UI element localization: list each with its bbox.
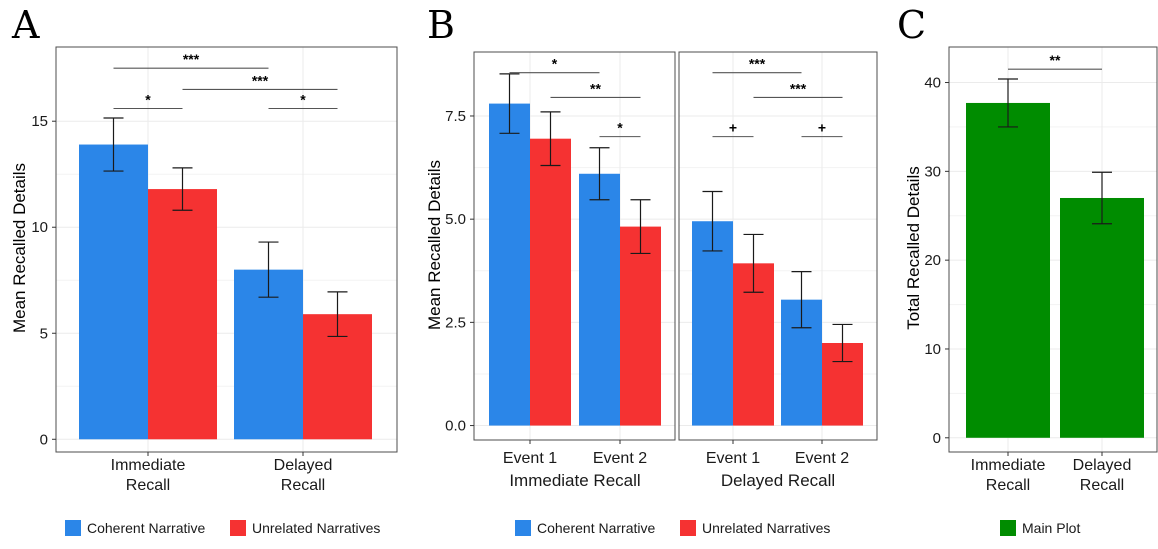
y-tick-label-c: 40	[924, 75, 941, 92]
plot-frame-b2	[678, 51, 878, 441]
x-tick-label-b2: Event 1	[706, 450, 760, 467]
panel-letter-c: C	[897, 3, 926, 47]
x-tick-label-a: Recall	[281, 477, 325, 494]
x-tick-label-b1: Event 2	[593, 450, 647, 467]
legend-label-1-1: Unrelated Narratives	[702, 520, 830, 536]
significance-label-b2-2: +	[729, 120, 737, 136]
significance-label-a-1: ***	[252, 72, 269, 88]
bar-a-s0-c0	[79, 144, 148, 440]
significance-label-b2-3: +	[818, 120, 826, 136]
plot-frame-a	[55, 46, 398, 453]
x-tick-label-c: Delayed	[1073, 457, 1132, 474]
significance-label-a-0: ***	[183, 51, 200, 67]
significance-label-b2-1: ***	[790, 80, 807, 96]
legend-label-1-0: Coherent Narrative	[537, 520, 655, 536]
y-axis-title-b: Mean Recalled Details	[425, 160, 444, 330]
significance-label-b1-2: *	[617, 120, 623, 136]
legend-swatch-0-1	[230, 520, 246, 536]
y-tick-label-c: 0	[933, 430, 941, 447]
significance-label-b2-0: ***	[749, 56, 766, 72]
x-tick-label-a: Recall	[126, 477, 170, 494]
x-tick-label-a: Immediate	[111, 457, 186, 474]
y-tick-label-b1: 0.0	[445, 418, 466, 435]
legend-swatch-0-0	[65, 520, 81, 536]
facet-title-immediate: Immediate Recall	[509, 471, 640, 490]
plot-frame-b1	[473, 51, 676, 441]
legend-label-0-0: Coherent Narrative	[87, 520, 205, 536]
y-tick-label-a: 5	[40, 325, 48, 342]
legend-label-0-1: Unrelated Narratives	[252, 520, 380, 536]
bar-b2-s0-c0	[692, 221, 733, 426]
panel-letter-b: B	[427, 3, 455, 47]
x-tick-label-b2: Event 2	[795, 450, 849, 467]
significance-label-b1-0: *	[552, 56, 558, 72]
bar-b1-s0-c0	[489, 103, 530, 426]
x-tick-label-a: Delayed	[274, 457, 333, 474]
y-tick-label-c: 20	[924, 252, 941, 269]
legend-label-2-0: Main Plot	[1022, 520, 1080, 536]
bar-a-s1-c0	[148, 189, 217, 440]
bar-c-s0-c1	[1060, 197, 1144, 438]
plot-layer: ******* *051015ImmediateRecallDelayedReca…	[31, 46, 1158, 494]
bar-c-s0-c0	[966, 102, 1050, 438]
panel-letter-a: A	[11, 3, 40, 47]
x-tick-label-c: Immediate	[971, 457, 1046, 474]
y-tick-label-c: 10	[924, 341, 941, 358]
legend-swatch-1-1	[680, 520, 696, 536]
bar-a-s0-c1	[234, 269, 303, 440]
bar-b1-s0-c1	[579, 173, 620, 426]
y-tick-label-a: 0	[40, 431, 48, 448]
bar-b1-s1-c0	[530, 138, 571, 426]
x-tick-label-b1: Event 1	[503, 450, 557, 467]
y-tick-label-b1: 7.5	[445, 108, 466, 125]
y-axis-title-c: Total Recalled Details	[904, 166, 923, 329]
x-tick-label-c: Recall	[1080, 477, 1124, 494]
significance-label-a-3: *	[300, 91, 306, 107]
significance-label-c-0: **	[1050, 52, 1061, 68]
y-tick-label-c: 30	[924, 163, 941, 180]
facet-title-delayed: Delayed Recall	[721, 471, 835, 490]
bar-b1-s1-c1	[620, 226, 661, 426]
legend-swatch-2-0	[1000, 520, 1016, 536]
y-tick-label-b1: 2.5	[445, 314, 466, 331]
y-tick-label-b1: 5.0	[445, 211, 466, 228]
significance-label-a-2: *	[145, 91, 151, 107]
legend-layer: Coherent Narrative Unrelated Narratives Co…	[65, 520, 1080, 536]
plot-frame-c	[948, 46, 1158, 453]
legend-swatch-1-0	[515, 520, 531, 536]
y-tick-label-a: 15	[31, 113, 48, 130]
significance-label-b1-1: **	[590, 80, 601, 96]
x-tick-label-c: Recall	[986, 477, 1030, 494]
y-tick-label-a: 10	[31, 219, 48, 236]
y-axis-title-a: Mean Recalled Details	[10, 163, 29, 333]
